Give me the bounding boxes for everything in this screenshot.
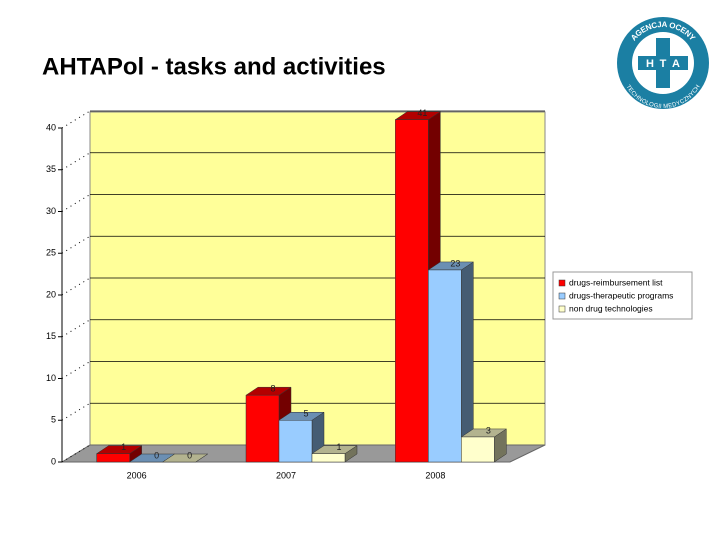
legend-swatch [558,279,566,287]
y-tick-label: 0 [51,456,56,466]
bar [96,453,130,463]
logo-letter: A [672,58,680,70]
x-tick-label: 2007 [276,470,296,480]
y-tick-label: 10 [46,373,56,383]
grid-line [61,402,91,421]
bar-top [161,453,209,463]
grid-line [61,361,91,379]
y-tick-label: 30 [46,206,56,216]
y-tick-label: 25 [46,248,56,258]
x-tick-label: 2006 [127,470,147,480]
plot: 0 5 10 15 20 25 30 35 40 2006 2007 2008 1 8 41 0 5 23 0 1 3 [46,108,545,480]
legend-swatch [558,305,566,313]
legend [552,271,693,320]
y-tick-label: 35 [46,164,56,174]
bar [395,119,429,463]
grid-line [61,319,91,338]
legend-label: drugs-reimbursement list [569,277,663,287]
y-tick-label: 5 [51,415,56,425]
value-label: 1 [336,442,341,452]
value-label: 0 [187,450,192,460]
y-tick-label: 20 [46,289,56,299]
legend-label: drugs-therapeutic programs [569,290,673,300]
logo-letter: H [646,58,654,70]
grid-line [61,152,91,171]
y-tick-label: 40 [46,122,56,132]
legend-label: non drug technologies [569,303,653,313]
value-label: 5 [303,409,308,419]
value-label: 8 [270,384,275,394]
value-label: 3 [486,425,491,435]
back-wall [89,111,546,446]
grid-line [61,235,91,254]
bar [278,420,313,463]
grid-line [61,110,91,129]
logo-cross [638,38,688,88]
grid-line [61,194,91,212]
value-label: 0 [154,450,159,460]
legend-swatch [558,292,566,300]
grid-line [61,277,91,296]
bar [428,269,462,463]
logo: AGENCJA OCENY TECHNOLOGII MEDYCZNYCH H T… [617,17,709,110]
bar [461,436,495,463]
bar [245,394,280,463]
y-tick-label: 15 [46,331,56,341]
logo-letter: T [660,58,667,70]
bar [311,453,346,463]
grid-line [61,444,91,463]
value-label: 41 [417,108,427,118]
value-label: 23 [450,258,460,268]
value-label: 1 [121,442,126,452]
chart-title: AHTAPol - tasks and activities [42,53,386,80]
x-tick-label: 2008 [425,470,445,480]
